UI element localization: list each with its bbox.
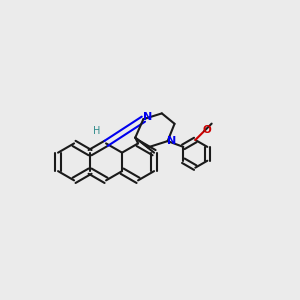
Text: N: N (167, 136, 176, 146)
Text: O: O (202, 124, 211, 135)
Text: N: N (143, 112, 152, 122)
Text: H: H (93, 126, 100, 136)
